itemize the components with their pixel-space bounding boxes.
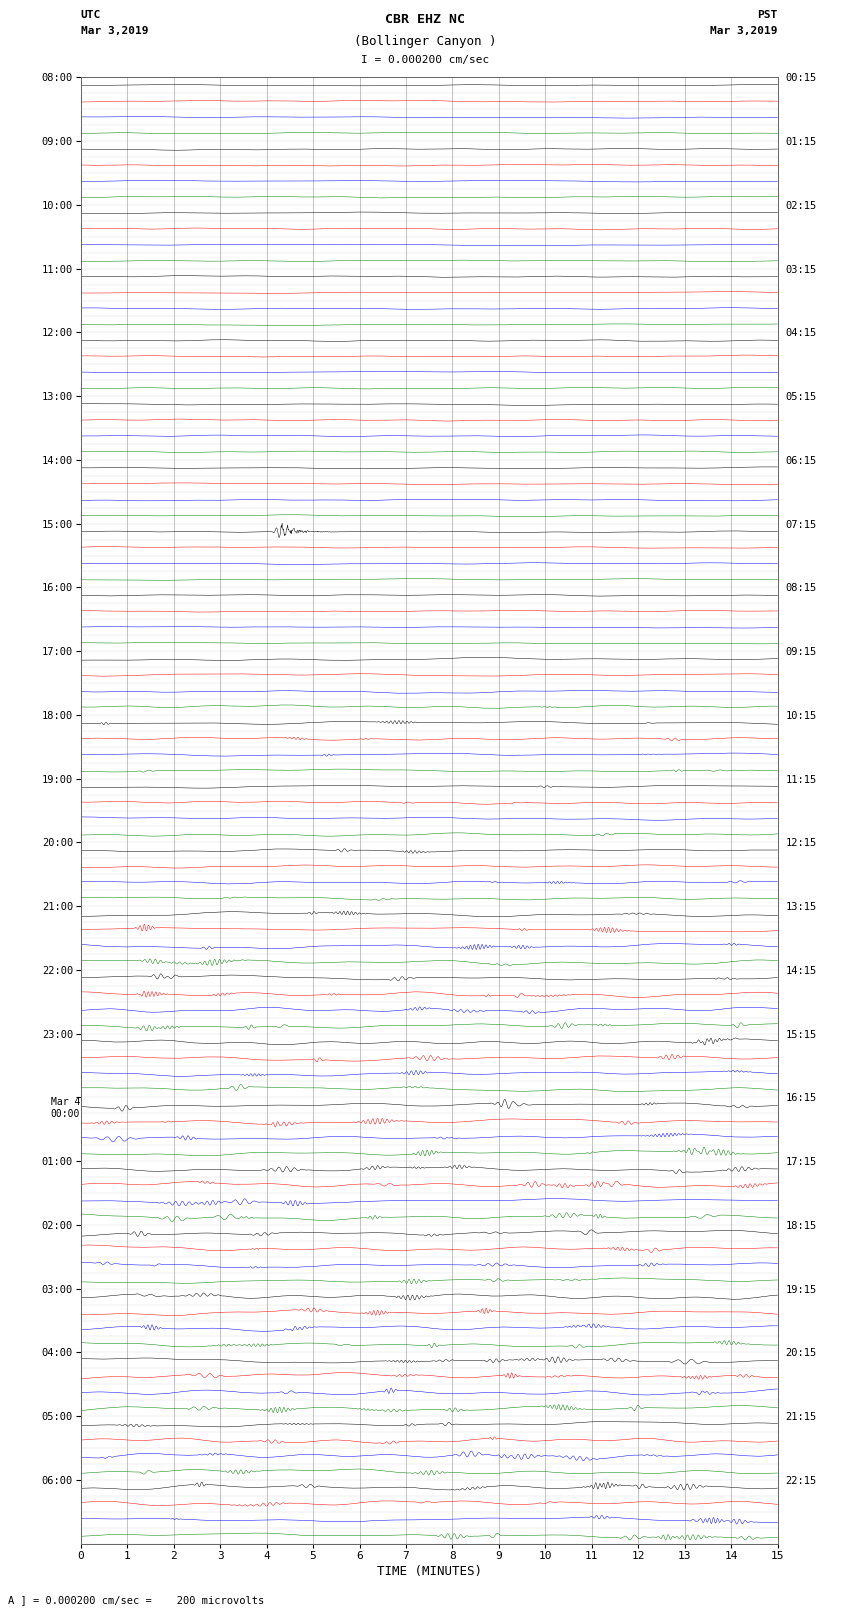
Text: Mar 4
00:00: Mar 4 00:00 [51, 1097, 80, 1119]
Text: (Bollinger Canyon ): (Bollinger Canyon ) [354, 35, 496, 48]
X-axis label: TIME (MINUTES): TIME (MINUTES) [377, 1565, 482, 1578]
Text: CBR EHZ NC: CBR EHZ NC [385, 13, 465, 26]
Text: Mar 3,2019: Mar 3,2019 [711, 26, 778, 35]
Text: PST: PST [757, 10, 778, 19]
Text: UTC: UTC [81, 10, 101, 19]
Text: I = 0.000200 cm/sec: I = 0.000200 cm/sec [361, 55, 489, 65]
Text: Mar 3,2019: Mar 3,2019 [81, 26, 148, 35]
Text: A ] = 0.000200 cm/sec =    200 microvolts: A ] = 0.000200 cm/sec = 200 microvolts [8, 1595, 264, 1605]
